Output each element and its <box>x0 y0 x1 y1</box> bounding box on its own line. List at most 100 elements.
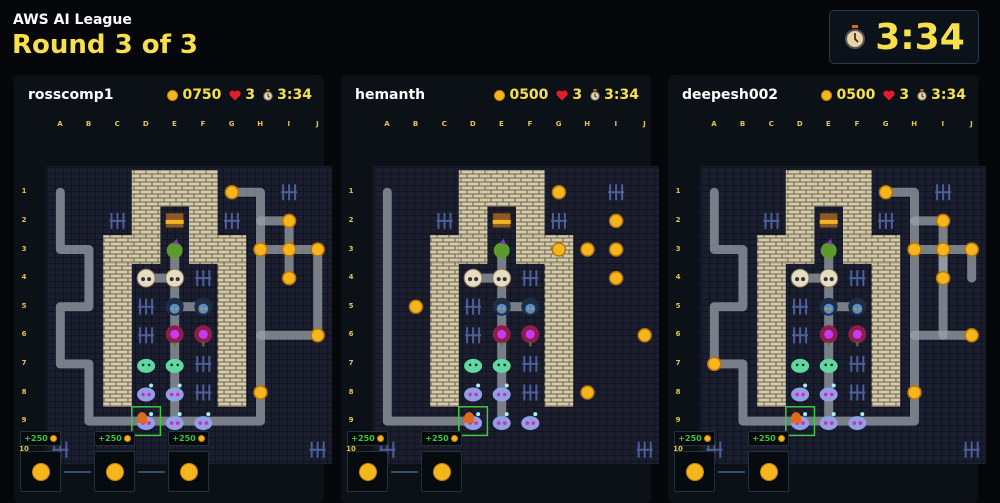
wall-tile <box>785 235 815 264</box>
wall-tile <box>217 263 247 293</box>
wall-tile <box>871 349 901 379</box>
spike-trap <box>138 298 155 315</box>
row-label: 5 <box>675 301 681 310</box>
player-time: 3:34 <box>604 87 639 103</box>
wall-tile <box>757 349 786 379</box>
chest-monster <box>165 212 185 229</box>
hooded-monster <box>819 297 838 316</box>
spike-trap <box>608 184 625 201</box>
row-label: 9 <box>348 416 354 425</box>
column-label: C <box>441 120 447 128</box>
row-label: 9 <box>21 416 27 425</box>
reward-coin-slot <box>748 451 789 492</box>
selected-cell <box>131 406 162 437</box>
coin-icon <box>358 462 377 481</box>
column-label: J <box>643 120 646 128</box>
slime-monster <box>492 358 511 373</box>
wall-tile <box>516 235 545 264</box>
wall-tile <box>430 235 459 264</box>
wall-tile <box>871 292 901 321</box>
coin-pickup <box>580 242 595 257</box>
row-label: 7 <box>348 358 354 367</box>
skull-monster <box>463 268 483 288</box>
player-hero <box>791 412 802 424</box>
hooded-monster <box>194 297 213 316</box>
spike-trap <box>935 184 952 201</box>
wall-tile <box>103 321 132 350</box>
reward-coin-slot <box>20 451 61 492</box>
row-label: 1 <box>348 187 354 196</box>
coin-icon <box>777 435 785 442</box>
coin-pickup <box>551 185 567 200</box>
row-label: 3 <box>675 244 681 253</box>
column-label: I <box>287 120 291 128</box>
coin-pickup <box>637 328 652 343</box>
flower-monster <box>492 325 511 347</box>
coin-icon <box>685 462 704 481</box>
reward-coin-slot <box>347 451 388 492</box>
wall-tile <box>544 321 574 350</box>
reward-chip: +250 <box>168 431 209 446</box>
skull-monster <box>492 268 512 288</box>
flower-monster <box>819 325 838 347</box>
coin-pickup <box>707 356 722 372</box>
column-label: F <box>854 120 860 128</box>
wall-tile <box>131 206 161 236</box>
column-label: B <box>739 120 746 128</box>
player-score: 0750 <box>182 87 222 103</box>
wall-tile <box>430 292 459 321</box>
hooded-monster <box>492 297 511 316</box>
row-label: 10 <box>19 444 29 453</box>
coin-icon <box>105 462 124 481</box>
reward-connector <box>64 471 91 473</box>
spike-trap <box>550 212 567 229</box>
spike-trap <box>195 355 212 372</box>
reward-connector <box>391 471 418 473</box>
column-label: C <box>114 120 120 128</box>
wall-tile <box>757 378 786 407</box>
reward-chip: +250 <box>421 431 462 446</box>
wall-tile <box>843 206 872 236</box>
blob-monster <box>492 412 511 431</box>
player-name: rosscomp1 <box>28 87 114 103</box>
coin-icon <box>31 462 50 481</box>
row-label: 8 <box>348 387 354 396</box>
coin-pickup <box>608 213 624 229</box>
column-label: F <box>527 120 533 128</box>
spike-trap <box>465 298 482 315</box>
blob-monster <box>165 383 184 402</box>
row-label: 2 <box>675 215 681 224</box>
wall-tile <box>757 292 786 321</box>
reward-label: +250 <box>678 434 702 443</box>
skull-monster <box>790 268 810 288</box>
row-label: 9 <box>675 416 681 425</box>
column-label: G <box>882 120 889 128</box>
coin-pickup <box>281 242 297 257</box>
blob-monster <box>848 412 867 431</box>
blob-monster <box>194 412 213 431</box>
skull-monster <box>136 268 156 288</box>
reward-chip: +250 <box>674 431 715 446</box>
coin-icon <box>376 435 384 442</box>
row-label: 2 <box>21 215 27 224</box>
spike-trap <box>465 327 482 344</box>
row-label: 8 <box>675 387 681 396</box>
flower-monster <box>165 325 184 347</box>
spike-trap <box>849 355 866 372</box>
player-header: rosscomp1 0750 3 3:34 <box>28 87 312 103</box>
global-timer: 3:34 <box>829 10 979 64</box>
coin-icon <box>450 435 458 442</box>
column-label: D <box>142 120 149 128</box>
stopwatch-icon <box>845 25 866 49</box>
wall-tile <box>458 206 488 236</box>
blob-monster <box>492 383 511 402</box>
wall-tile <box>103 263 132 293</box>
wall-tile <box>785 170 815 207</box>
reward-coin-slot <box>674 451 715 492</box>
coin-icon <box>49 435 57 442</box>
column-label: B <box>412 120 419 128</box>
spike-trap <box>849 384 866 401</box>
wall-tile <box>430 378 459 407</box>
player-lives: 3 <box>572 87 583 103</box>
row-label: 2 <box>348 215 354 224</box>
